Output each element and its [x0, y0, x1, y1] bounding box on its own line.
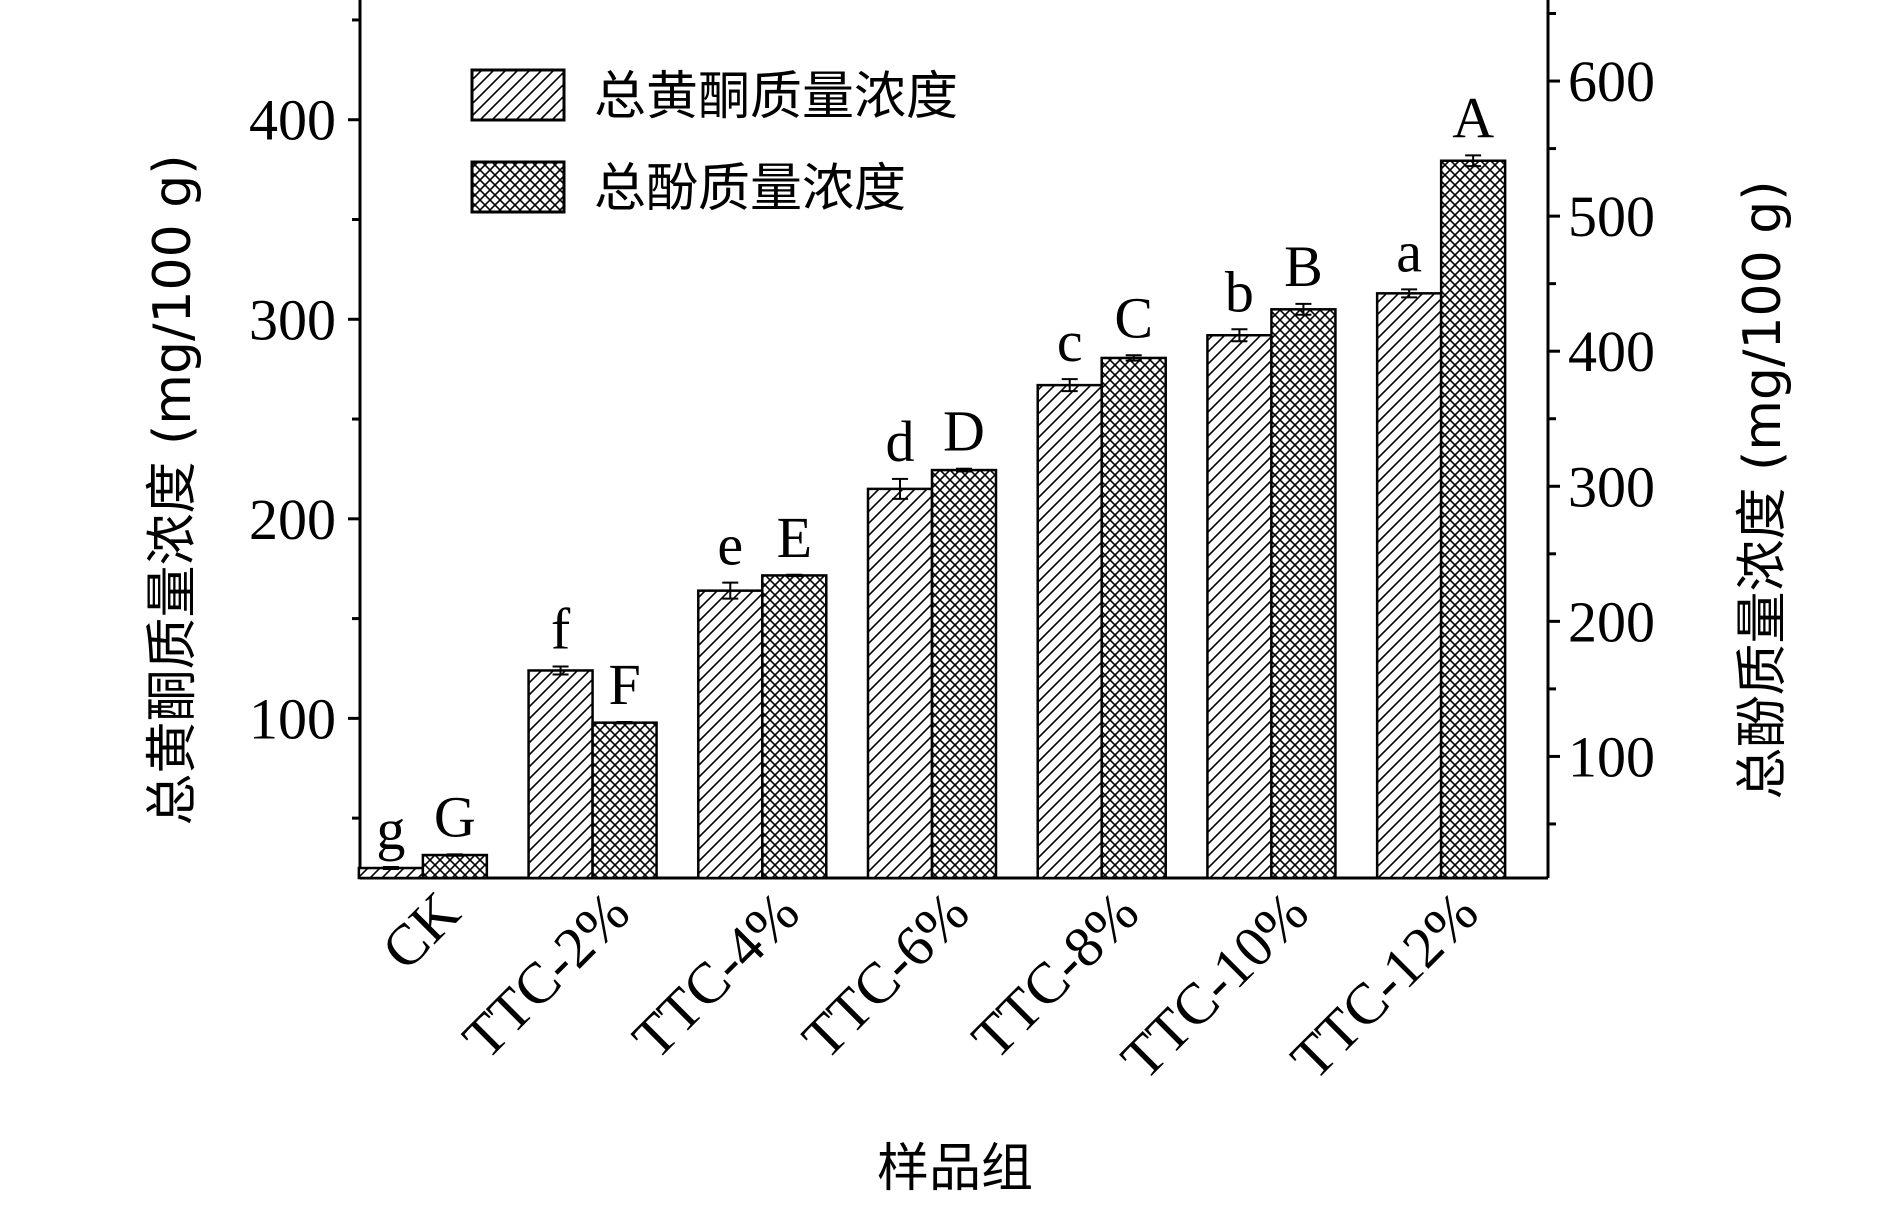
right-tick-label: 400 — [1568, 319, 1655, 384]
bar-series2 — [1100, 356, 1167, 880]
category-label: TTC-2% — [450, 879, 642, 1071]
significance-label: F — [608, 652, 640, 717]
bar-series2 — [591, 721, 658, 880]
right-tick-label: 200 — [1568, 589, 1655, 654]
significance-label: g — [376, 797, 405, 862]
bar-series1 — [866, 487, 934, 880]
left-tick-label: 100 — [249, 686, 336, 751]
significance-label: B — [1284, 234, 1323, 299]
bar-series1 — [1206, 333, 1273, 880]
bar-series1 — [527, 669, 594, 880]
right-tick-label: 100 — [1568, 724, 1655, 789]
bars-group — [357, 154, 1507, 880]
legend-swatch-series2 — [470, 160, 566, 214]
right-tick-label: 500 — [1568, 184, 1655, 249]
significance-label: f — [551, 596, 571, 661]
category-label: TTC-10% — [1108, 879, 1320, 1091]
category-label: TTC-4% — [620, 879, 812, 1071]
significance-label: E — [777, 505, 812, 570]
bar-series1 — [1036, 383, 1103, 880]
legend-label-series1: 总黄酮质量浓度 — [594, 67, 958, 127]
left-tick-label: 200 — [249, 487, 336, 552]
left-tick-label: 300 — [249, 287, 336, 352]
legend-swatch-series1 — [470, 68, 566, 122]
significance-label: C — [1114, 285, 1153, 350]
legend-label-series2: 总酚质量浓度 — [594, 159, 906, 219]
significance-label: A — [1452, 85, 1494, 150]
significance-label: c — [1057, 309, 1083, 374]
bar-series2 — [1439, 159, 1507, 880]
y2-axis-title: 总酚质量浓度 (mg/100 g) — [1733, 180, 1793, 799]
significance-label: a — [1396, 219, 1422, 284]
bar-series2 — [761, 574, 828, 880]
y-axis-title: 总黄酮质量浓度 (mg/100 g) — [143, 154, 203, 825]
significance-label: G — [434, 784, 476, 849]
significance-label: d — [886, 409, 915, 474]
significance-label: D — [943, 399, 985, 464]
x-axis-title: 样品组 — [877, 1139, 1033, 1199]
significance-label: e — [717, 513, 743, 578]
right-tick-label: 300 — [1568, 454, 1655, 519]
bar-series2 — [930, 468, 998, 880]
axes-group: 100 200 300 400 100 200 300 400 500 600 总黄酮质量浓度 (m… — [143, 0, 1793, 1199]
bar-series2 — [421, 853, 489, 880]
category-label: TTC-6% — [789, 879, 981, 1071]
category-label: CK — [369, 879, 472, 982]
bar-series1 — [1375, 292, 1443, 880]
bar-series1 — [697, 589, 764, 880]
left-tick-label: 400 — [249, 88, 336, 153]
significance-label: b — [1225, 259, 1254, 324]
category-label: TTC-12% — [1278, 879, 1490, 1091]
right-tick-label: 600 — [1568, 49, 1655, 114]
bar-series2 — [1270, 308, 1337, 880]
